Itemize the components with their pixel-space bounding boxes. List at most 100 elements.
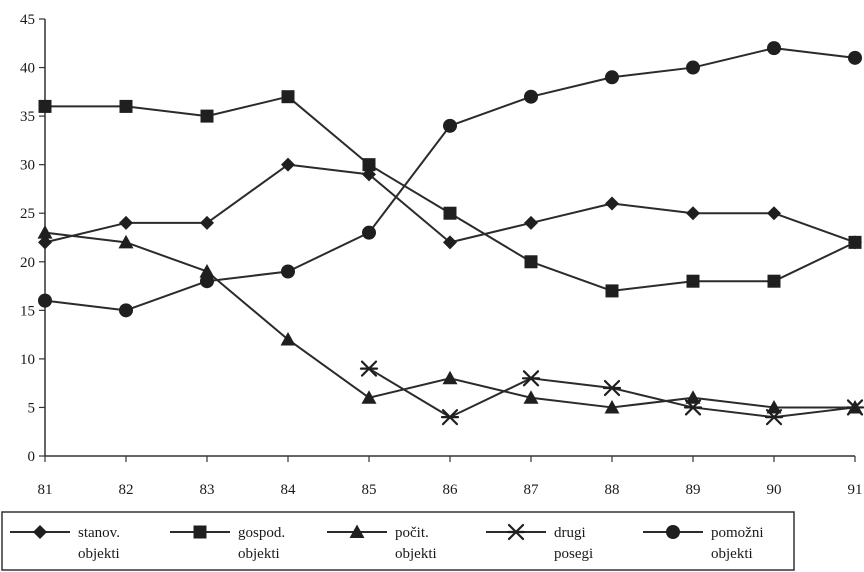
data-point-square bbox=[443, 206, 457, 220]
x-tick-label: 81 bbox=[38, 482, 53, 498]
data-point-square bbox=[848, 235, 862, 249]
legend-label: počit. bbox=[395, 525, 429, 541]
legend-box bbox=[1, 511, 795, 571]
data-point-triangle bbox=[118, 234, 134, 249]
legend-entry: počit. objekti bbox=[327, 524, 437, 562]
data-point-asterisk bbox=[359, 360, 379, 377]
data-point-asterisk bbox=[521, 370, 541, 387]
data-point-triangle bbox=[604, 399, 620, 414]
data-point-diamond bbox=[767, 206, 781, 221]
data-point-triangle bbox=[280, 331, 296, 346]
data-point-circle bbox=[281, 264, 295, 279]
data-point-asterisk bbox=[764, 409, 784, 426]
data-point-square bbox=[605, 284, 619, 298]
legend-label: objekti bbox=[711, 546, 753, 562]
x-tick-label: 84 bbox=[281, 482, 297, 498]
data-point-diamond bbox=[686, 206, 700, 221]
x-tick-label: 82 bbox=[119, 482, 134, 498]
y-tick-label: 5 bbox=[28, 400, 36, 416]
y-tick-label: 15 bbox=[20, 303, 35, 319]
data-point-triangle bbox=[349, 524, 365, 538]
data-point-diamond bbox=[605, 196, 619, 211]
y-tick-label: 35 bbox=[20, 109, 35, 125]
x-tick-label: 90 bbox=[767, 482, 782, 498]
x-tick-label: 89 bbox=[686, 482, 701, 498]
x-tick-label: 88 bbox=[605, 482, 620, 498]
data-point-diamond bbox=[443, 235, 457, 250]
data-point-square bbox=[524, 255, 538, 269]
data-point-asterisk bbox=[683, 399, 703, 416]
data-point-circle bbox=[200, 274, 214, 289]
y-tick-label: 40 bbox=[20, 61, 35, 77]
y-tick-label: 30 bbox=[20, 158, 35, 174]
y-tick-label: 0 bbox=[28, 449, 36, 465]
data-point-asterisk bbox=[845, 399, 864, 416]
plot-area: 0 5 10 15 20 25 30 35 40 45 81 82 83 84 85 86 87 88 89 90 91 bbox=[20, 12, 864, 498]
legend-label: gospod. bbox=[238, 525, 285, 541]
x-tick-label: 91 bbox=[848, 482, 863, 498]
data-point-asterisk bbox=[602, 379, 622, 397]
series-asterisk bbox=[359, 360, 864, 426]
data-point-circle bbox=[443, 118, 457, 133]
data-point-square bbox=[362, 158, 376, 172]
legend-label: objekti bbox=[395, 546, 437, 562]
data-point-circle bbox=[767, 41, 781, 56]
series-triangle bbox=[37, 225, 863, 414]
x-tick-label: 87 bbox=[524, 482, 540, 498]
data-point-triangle bbox=[442, 370, 458, 385]
legend-label: objekti bbox=[78, 546, 120, 562]
data-point-circle bbox=[524, 89, 538, 104]
data-point-square bbox=[281, 90, 295, 104]
series-diamond bbox=[38, 157, 862, 250]
data-point-circle bbox=[362, 225, 376, 240]
series-line bbox=[44, 47, 856, 312]
data-point-diamond bbox=[524, 215, 538, 230]
data-point-circle bbox=[848, 50, 862, 65]
data-point-circle bbox=[686, 60, 700, 75]
data-point-square bbox=[193, 525, 207, 539]
data-point-diamond bbox=[281, 157, 295, 172]
legend-entry: pomožni objekti bbox=[643, 525, 764, 562]
data-point-circle bbox=[38, 293, 52, 308]
legend-label: drugi bbox=[554, 525, 586, 541]
data-point-triangle bbox=[37, 225, 53, 239]
data-point-square bbox=[767, 274, 781, 288]
data-point-circle bbox=[666, 525, 680, 539]
y-tick-label: 45 bbox=[20, 12, 35, 28]
series-line bbox=[44, 163, 856, 244]
data-point-square bbox=[686, 274, 700, 288]
data-point-triangle bbox=[766, 399, 782, 414]
x-tick-label: 85 bbox=[362, 482, 377, 498]
data-point-diamond bbox=[119, 215, 133, 230]
data-point-triangle bbox=[199, 263, 215, 278]
legend-label: stanov. bbox=[78, 525, 120, 541]
x-tick-label: 86 bbox=[443, 482, 459, 498]
legend-entry: gospod. objekti bbox=[170, 525, 285, 562]
legend-label: objekti bbox=[238, 546, 280, 562]
y-tick-label: 20 bbox=[20, 255, 35, 271]
data-point-triangle bbox=[685, 390, 701, 404]
legend-entry: drugi posegi bbox=[486, 523, 593, 562]
series-circle bbox=[38, 41, 862, 318]
data-point-square bbox=[38, 99, 52, 113]
data-point-diamond bbox=[38, 235, 52, 250]
data-point-asterisk bbox=[506, 523, 526, 541]
y-tick-label: 10 bbox=[20, 352, 35, 368]
x-tick-label: 83 bbox=[200, 482, 215, 498]
data-point-square bbox=[200, 109, 214, 123]
data-point-triangle bbox=[361, 390, 377, 404]
y-tick-label: 25 bbox=[20, 206, 35, 222]
data-point-circle bbox=[119, 303, 133, 318]
data-point-circle bbox=[605, 70, 619, 85]
legend-label: pomožni bbox=[711, 525, 764, 541]
legend-label: posegi bbox=[554, 546, 593, 562]
series-square bbox=[38, 90, 862, 298]
data-point-diamond bbox=[200, 215, 214, 230]
legend-entry: stanov. objekti bbox=[10, 525, 120, 562]
data-point-diamond bbox=[33, 525, 47, 539]
data-point-asterisk bbox=[440, 409, 460, 426]
data-point-triangle bbox=[523, 390, 539, 404]
data-point-square bbox=[119, 99, 133, 113]
legend: stanov. objekti gospod. objekti počit. objekt… bbox=[1, 511, 795, 571]
